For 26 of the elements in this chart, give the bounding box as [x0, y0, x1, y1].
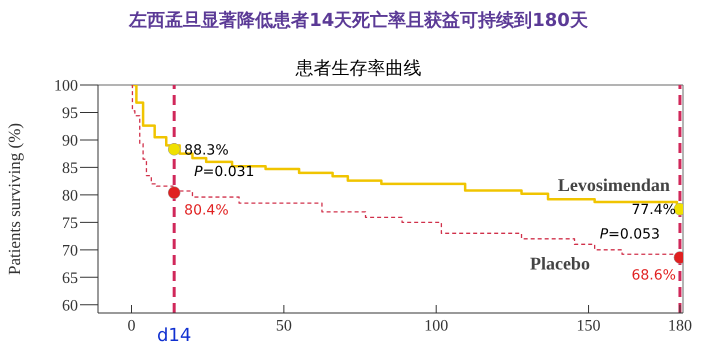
y-tick-label: 85: [62, 160, 78, 178]
y-tick-label: 80: [62, 188, 78, 205]
y-tick-label: 95: [62, 105, 78, 122]
x-tick-label: 100: [424, 317, 448, 334]
data-label: 68.6%: [631, 268, 676, 284]
series-label: Levosimendan: [558, 175, 670, 196]
data-label: 80.4%: [184, 202, 229, 219]
x-tick-label: 150: [576, 317, 601, 334]
ref-line-label: d14: [157, 325, 192, 346]
annotation: P=0.031: [194, 164, 254, 180]
y-tick-label: 75: [62, 215, 78, 232]
data-label: 77.4%: [631, 202, 676, 218]
annotation: P=0.053: [600, 226, 660, 242]
chart-subtitle: 患者生存率曲线: [296, 58, 422, 79]
y-tick-label: 100: [54, 78, 78, 95]
x-tick-label: 50: [276, 317, 292, 334]
y-tick-label: 60: [62, 297, 78, 314]
series-label: Placebo: [530, 254, 590, 274]
data-label: 88.3%: [184, 142, 229, 158]
chart-title: 左西孟旦显著降低患者14天死亡率且获益可持续到180天: [128, 9, 589, 32]
y-axis-title: Patients surviving (%): [5, 122, 24, 276]
y-tick-label: 90: [62, 132, 78, 150]
x-tick-label: 180: [668, 317, 692, 334]
y-tick-label: 65: [62, 270, 78, 287]
x-tick-label: 0: [128, 317, 136, 334]
y-tick-label: 70: [62, 242, 78, 260]
